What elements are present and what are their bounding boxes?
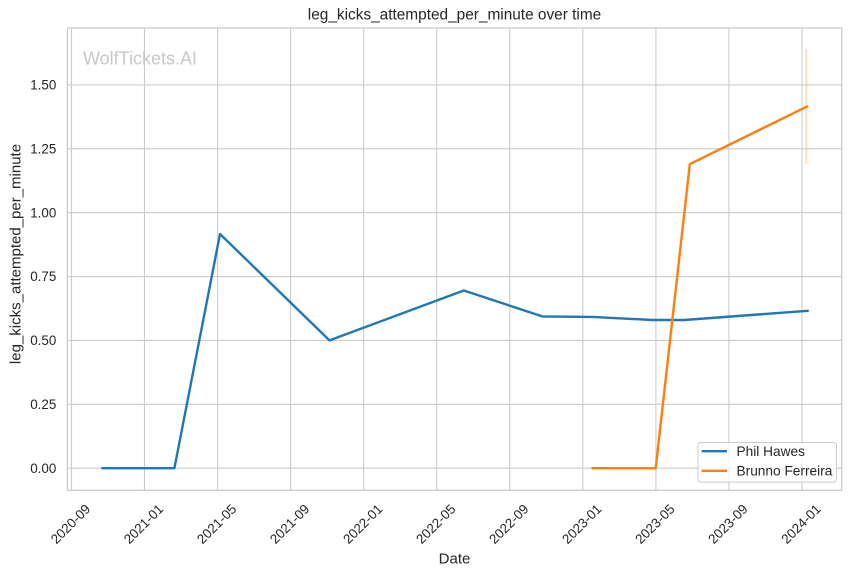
svg-text:0.00: 0.00 xyxy=(30,461,56,476)
svg-text:WolfTickets.AI: WolfTickets.AI xyxy=(83,48,197,68)
svg-text:leg_kicks_attempted_per_minute: leg_kicks_attempted_per_minute over time xyxy=(308,7,601,24)
svg-text:0.25: 0.25 xyxy=(30,397,56,412)
svg-text:Date: Date xyxy=(439,550,471,567)
svg-text:Phil Hawes: Phil Hawes xyxy=(737,444,806,459)
svg-text:Brunno Ferreira: Brunno Ferreira xyxy=(737,463,833,478)
svg-text:0.50: 0.50 xyxy=(30,333,56,348)
svg-text:0.75: 0.75 xyxy=(30,269,56,284)
svg-text:1.50: 1.50 xyxy=(30,78,56,93)
svg-text:leg_kicks_attempted_per_minute: leg_kicks_attempted_per_minute xyxy=(8,144,25,364)
svg-text:1.00: 1.00 xyxy=(30,205,56,220)
svg-text:1.25: 1.25 xyxy=(30,141,56,156)
